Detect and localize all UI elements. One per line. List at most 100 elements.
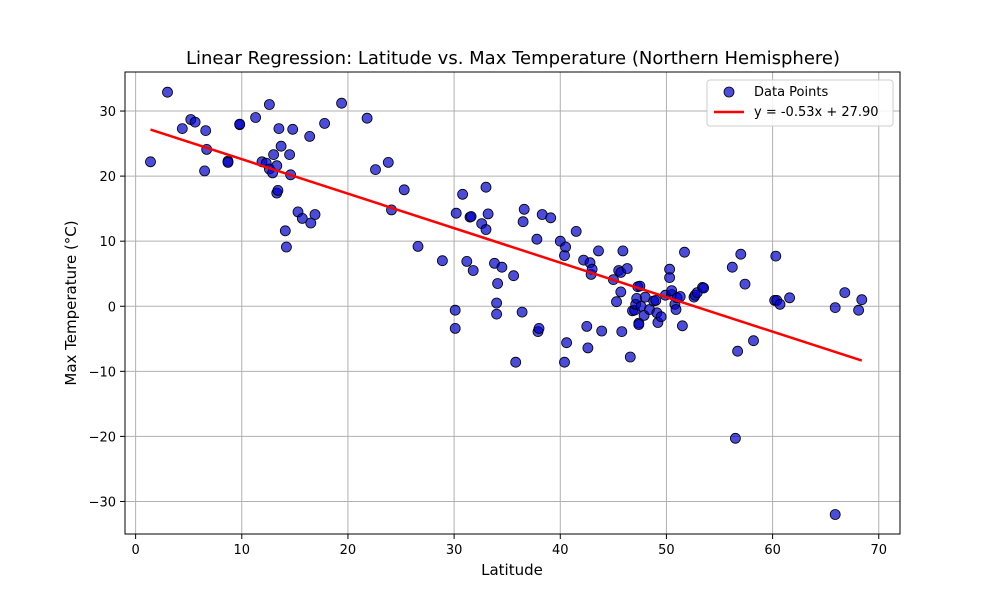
plot-frame (124, 71, 901, 535)
data-point (145, 156, 156, 168)
x-axis-ticks: 0 10 20 30 40 50 60 70 (131, 534, 887, 558)
data-point (784, 292, 795, 304)
data-point (739, 278, 751, 290)
data-point (624, 351, 636, 363)
data-point (593, 245, 604, 257)
data-point (748, 335, 759, 347)
data-point (457, 188, 469, 200)
data-point (482, 208, 494, 220)
regression-line-group (150, 128, 863, 362)
data-point (664, 272, 675, 284)
data-point (461, 255, 473, 267)
data-point (666, 285, 678, 297)
data-point (162, 86, 173, 98)
data-point (492, 278, 504, 289)
data-point (272, 184, 284, 196)
data-point (287, 123, 299, 135)
data-point (496, 261, 508, 273)
data-point (305, 217, 317, 229)
data-point (856, 294, 868, 306)
y-tick-label: −20 (89, 430, 116, 445)
data-point (508, 270, 519, 282)
data-point (730, 432, 741, 444)
data-point (176, 123, 188, 135)
x-tick-label: 60 (764, 543, 781, 558)
y-tick-label: −30 (89, 495, 116, 510)
data-point (829, 509, 841, 520)
x-tick-label: 20 (340, 543, 357, 558)
y-axis-ticks: −30 −20 −10 0 10 20 30 (89, 105, 125, 510)
y-tick-label: 30 (99, 105, 116, 120)
data-point (829, 302, 841, 314)
y-tick-label: −10 (89, 365, 116, 380)
data-point (491, 297, 503, 309)
data-point (510, 356, 522, 368)
data-point (516, 306, 528, 318)
legend-box (706, 79, 894, 127)
data-point (480, 224, 492, 235)
data-point (263, 99, 275, 110)
data-point (726, 261, 738, 273)
data-point (561, 337, 572, 349)
data-point (633, 319, 645, 330)
data-point (467, 265, 479, 276)
x-tick-label: 10 (234, 543, 251, 558)
data-point (560, 241, 571, 253)
data-point (296, 212, 308, 224)
data-point (361, 112, 373, 124)
data-point (617, 245, 629, 257)
data-point (309, 209, 321, 220)
data-point (189, 116, 201, 128)
data-point (449, 322, 461, 334)
data-point (677, 320, 688, 332)
x-tick-label: 0 (131, 543, 139, 558)
x-axis-label: Latitude (481, 561, 543, 579)
x-tick-label: 30 (446, 543, 463, 558)
data-point (570, 225, 582, 237)
data-point (650, 294, 662, 306)
y-tick-label: 0 (108, 300, 116, 315)
data-point (518, 203, 530, 215)
data-point (491, 308, 503, 320)
data-point (199, 165, 211, 177)
legend-marker-points (723, 86, 735, 98)
data-point (398, 184, 410, 196)
data-point (655, 311, 667, 323)
data-point (774, 298, 786, 310)
data-point (222, 156, 234, 168)
regression-line (150, 128, 863, 362)
x-tick-label: 50 (658, 543, 675, 558)
data-point (200, 125, 212, 137)
data-point (279, 225, 291, 237)
data-point (735, 248, 747, 260)
data-point (319, 118, 331, 129)
data-point (480, 181, 492, 193)
data-point (273, 123, 285, 135)
data-points (145, 86, 868, 520)
data-point (268, 149, 280, 161)
legend: Data Points y = -0.53x + 27.90 (706, 79, 894, 127)
data-point (533, 322, 545, 334)
data-point (517, 216, 529, 228)
data-point (596, 325, 608, 337)
x-tick-label: 70 (870, 543, 887, 558)
data-point (234, 118, 246, 130)
data-point (449, 304, 461, 316)
chart-title: Linear Regression: Latitude vs. Max Temp… (186, 48, 840, 69)
legend-label-points: Data Points (754, 85, 828, 100)
y-tick-label: 10 (99, 235, 116, 250)
data-point (839, 287, 851, 299)
data-point (250, 112, 262, 123)
data-point (732, 345, 743, 357)
data-point (621, 263, 633, 274)
data-point (581, 320, 593, 332)
data-point (412, 240, 424, 252)
data-point (382, 156, 394, 168)
data-point (336, 97, 348, 109)
grid-lines (125, 72, 900, 534)
data-point (284, 149, 296, 161)
data-point (304, 130, 316, 142)
data-point (280, 241, 292, 253)
data-point (545, 212, 557, 224)
data-point (615, 286, 627, 298)
